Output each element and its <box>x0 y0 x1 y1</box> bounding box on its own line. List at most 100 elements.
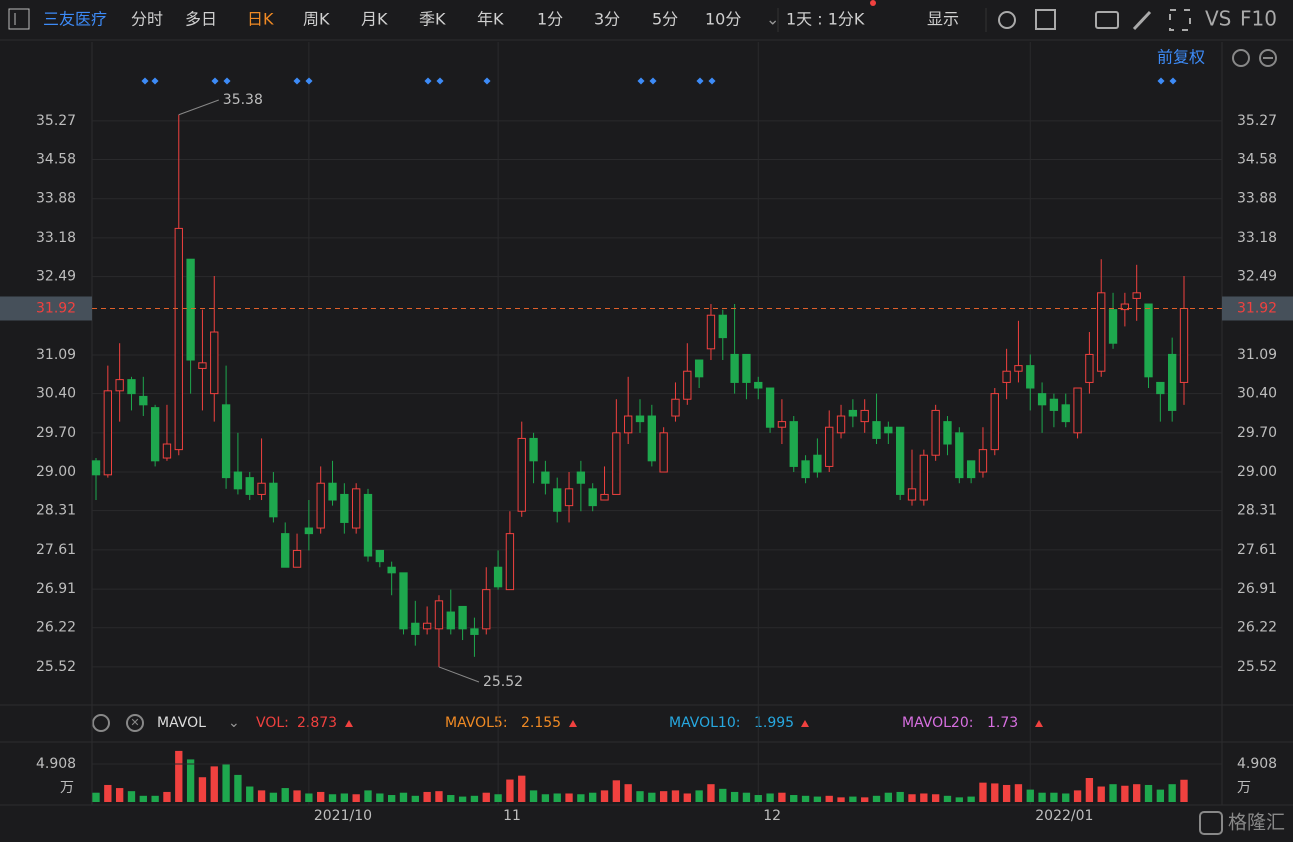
candle-body <box>174 227 183 451</box>
ma5-value: 2.155 <box>521 715 561 731</box>
candle-body <box>529 437 538 462</box>
panel-toggle[interactable] <box>8 8 30 30</box>
candle-body <box>198 362 207 369</box>
toolbar <box>0 0 1293 40</box>
camera-icon[interactable] <box>1095 11 1119 29</box>
vol-tick-label: 4.908 <box>36 756 76 772</box>
f10-button[interactable]: F10 <box>1240 7 1277 31</box>
tab[interactable]: 分时 <box>131 10 163 29</box>
volume-bar <box>931 794 940 802</box>
volume-bar <box>683 793 691 802</box>
candle-body <box>434 600 444 630</box>
candle-body <box>848 409 858 417</box>
volume-bar <box>1073 790 1082 802</box>
candle-body <box>754 381 763 389</box>
volume-bar <box>671 790 680 802</box>
volume-bar <box>411 795 419 802</box>
y-tick-label-right: 34.58 <box>1237 152 1277 168</box>
event-marker <box>708 77 716 85</box>
y-tick-label-right: 30.40 <box>1237 386 1277 402</box>
vs-button[interactable]: VS <box>1205 7 1231 31</box>
tab[interactable]: 月K <box>361 10 388 29</box>
x-tick-label: 2021/10 <box>314 808 372 824</box>
tab[interactable]: 年K <box>477 10 504 29</box>
settings-icon[interactable] <box>998 11 1016 29</box>
vol-value: 2.873 <box>297 715 337 731</box>
draw-icon[interactable] <box>1132 10 1152 31</box>
candle-body <box>446 611 455 630</box>
tab[interactable]: 3分 <box>594 10 620 29</box>
tab[interactable]: 日K <box>247 10 274 29</box>
minus-icon[interactable] <box>1259 49 1277 67</box>
fullscreen-icon[interactable] <box>1169 9 1191 31</box>
y-tick-label-right: 31.09 <box>1237 347 1277 363</box>
y-tick-label: 29.00 <box>36 464 76 480</box>
tab[interactable]: 周K <box>303 10 330 29</box>
volume-bar <box>470 795 479 802</box>
volume-bar <box>529 790 538 802</box>
indicator-close[interactable] <box>126 714 144 732</box>
candle-body <box>269 482 278 518</box>
volume-bar <box>198 777 207 802</box>
indicator-settings[interactable] <box>92 714 110 732</box>
tab[interactable]: 1分 <box>537 10 563 29</box>
x-tick-label: 2022/01 <box>1035 808 1093 824</box>
y-tick-label-right: 27.61 <box>1237 542 1277 558</box>
volume-bar <box>506 779 514 802</box>
watermark: 格隆汇 <box>1228 812 1285 834</box>
candle-body <box>292 549 302 568</box>
adjust-select[interactable]: 前复权 <box>1157 48 1205 67</box>
volume-bar <box>612 780 621 802</box>
tab[interactable]: 10分 <box>705 10 741 29</box>
volume-bar <box>778 792 786 802</box>
volume-bar <box>742 792 751 802</box>
volume-bar <box>1109 784 1117 802</box>
layout-icon[interactable] <box>1035 9 1056 30</box>
volume-bar <box>884 792 893 802</box>
y-tick-label-right: 33.18 <box>1237 230 1277 246</box>
period-select[interactable]: 1天 : 1分K <box>786 10 865 29</box>
display-select[interactable]: 显示 <box>927 10 959 29</box>
max-leader <box>178 99 219 116</box>
volume-bar <box>943 795 952 802</box>
undo-icon[interactable] <box>1232 49 1250 67</box>
y-tick-label: 28.31 <box>36 503 76 519</box>
volume-bar <box>754 795 762 802</box>
tab[interactable]: 多日 <box>185 10 217 29</box>
candle-body <box>257 482 266 495</box>
stock-name[interactable]: 三友医疗 <box>43 10 107 29</box>
volume-bar <box>553 793 561 802</box>
candle-body <box>1049 398 1059 411</box>
candle-body <box>742 353 751 383</box>
volume-bar <box>589 792 597 802</box>
y-tick-label-right: 25.52 <box>1237 659 1277 675</box>
volume-bar <box>281 788 289 802</box>
candle-body <box>1097 292 1106 372</box>
candle-body <box>813 454 822 473</box>
volume-bar <box>920 793 928 802</box>
event-marker <box>637 77 645 85</box>
last-price-label: 31.92 <box>36 300 76 316</box>
candle-body <box>943 421 952 445</box>
volume-bar <box>825 795 833 802</box>
candle-body <box>836 415 846 434</box>
candle-body <box>825 426 834 467</box>
volume-bar <box>1144 784 1153 802</box>
candle-body <box>210 331 219 395</box>
volume-bar <box>648 792 656 802</box>
volume-bar <box>104 784 112 802</box>
y-tick-label-right: 26.22 <box>1237 620 1277 636</box>
x-tick-label: 11 <box>503 808 521 824</box>
tab[interactable]: 5分 <box>652 10 678 29</box>
volume-bar <box>139 795 147 802</box>
volume-bar <box>790 795 798 802</box>
candle-body <box>978 449 988 473</box>
y-tick-label: 29.70 <box>36 425 76 441</box>
candle-body <box>482 589 491 630</box>
volume-bar <box>991 783 999 802</box>
volume-bar <box>246 786 254 802</box>
indicator-name[interactable]: MAVOL <box>157 715 206 731</box>
tab[interactable]: 季K <box>419 10 446 29</box>
event-marker <box>436 77 444 85</box>
event-marker <box>305 77 313 85</box>
